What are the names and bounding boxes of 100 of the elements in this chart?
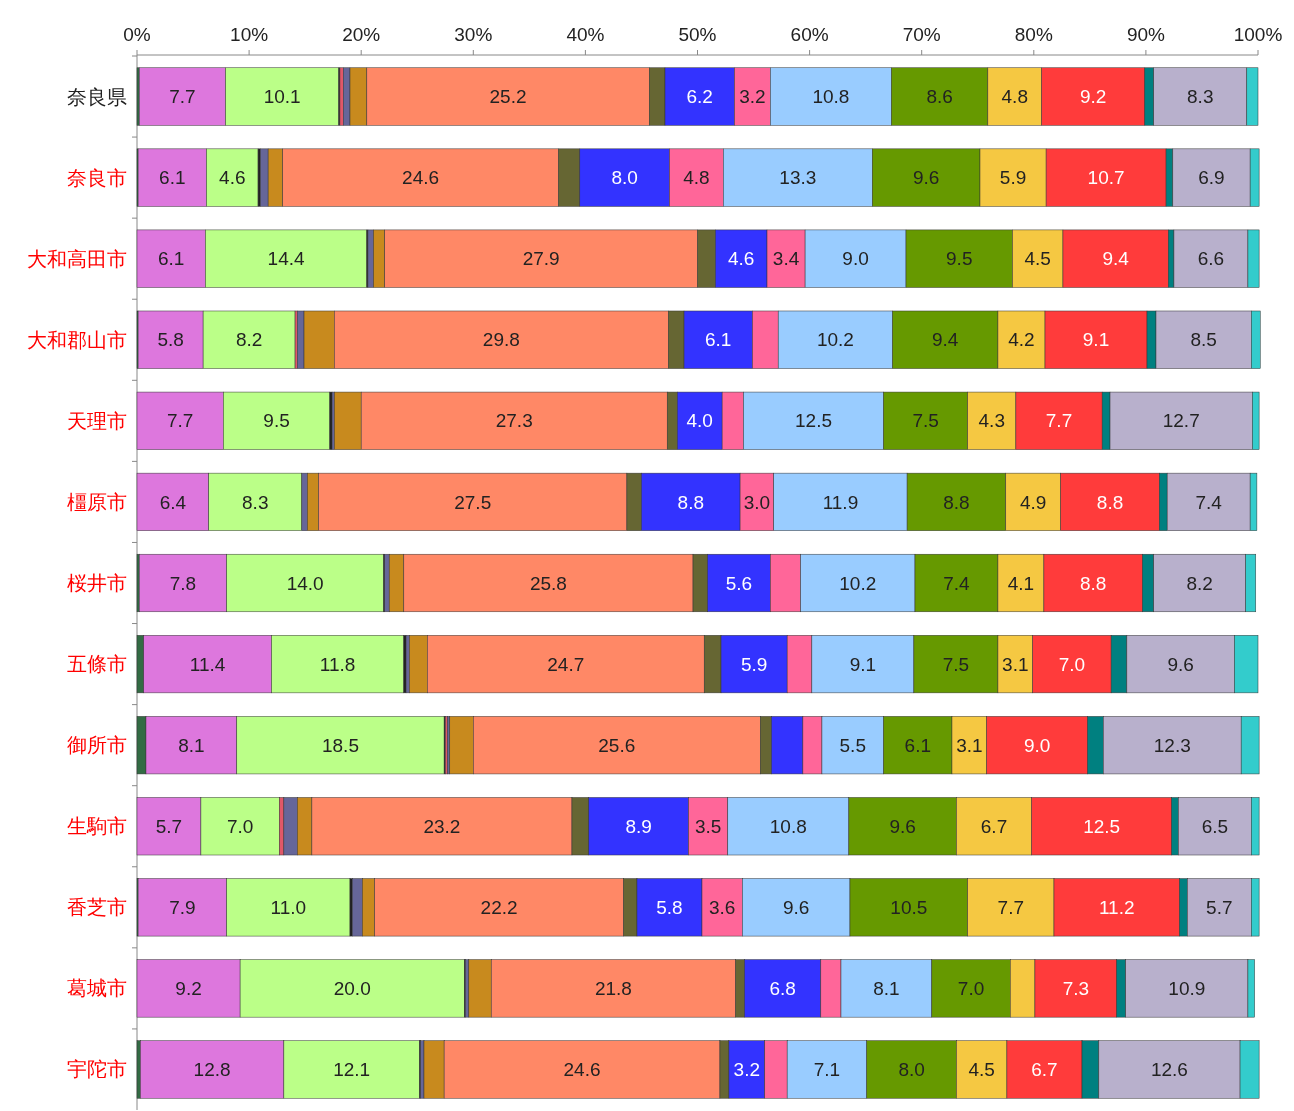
data-label: 25.6 xyxy=(598,734,636,756)
data-label: 10.8 xyxy=(769,815,807,837)
data-label: 9.1 xyxy=(1082,329,1110,351)
y-tick-label: 天理市 xyxy=(67,409,127,432)
data-label: 8.3 xyxy=(242,491,269,513)
data-label: 27.9 xyxy=(522,248,560,270)
data-label: 11.8 xyxy=(319,653,356,675)
data-label: 5.8 xyxy=(157,329,184,351)
x-tick-label: 70% xyxy=(902,24,941,45)
data-label: 9.0 xyxy=(1023,734,1051,756)
data-label: 12.5 xyxy=(795,410,833,432)
data-label: 6.1 xyxy=(157,248,185,270)
y-tick-label: 葛城市 xyxy=(67,977,127,1000)
data-label: 8.8 xyxy=(677,491,704,513)
data-label: 3.2 xyxy=(739,86,766,108)
data-label: 9.2 xyxy=(175,978,202,1000)
data-label: 8.3 xyxy=(1187,86,1214,108)
data-label: 4.9 xyxy=(1020,491,1047,513)
data-label: 10.1 xyxy=(263,86,301,108)
data-label: 8.6 xyxy=(926,86,953,108)
x-tick-label: 10% xyxy=(230,24,269,45)
data-label: 7.0 xyxy=(226,815,254,837)
y-tick-label: 五條市 xyxy=(67,653,127,676)
data-label: 4.8 xyxy=(1001,86,1028,108)
data-label: 9.5 xyxy=(263,410,290,432)
data-label: 12.3 xyxy=(1153,734,1191,756)
data-label: 7.8 xyxy=(169,572,197,594)
x-tick-label: 0% xyxy=(123,24,151,45)
y-tick-label: 大和郡山市 xyxy=(27,328,127,351)
data-label: 12.6 xyxy=(1150,1059,1188,1081)
data-label: 4.2 xyxy=(1008,329,1035,351)
data-label: 12.1 xyxy=(333,1059,371,1081)
data-label: 25.2 xyxy=(489,86,527,108)
data-label: 14.0 xyxy=(286,572,324,594)
data-label: 14.4 xyxy=(267,248,306,270)
data-label: 7.7 xyxy=(166,410,194,432)
data-label: 6.1 xyxy=(159,167,186,189)
data-label: 7.4 xyxy=(1195,491,1223,513)
data-label: 8.8 xyxy=(1080,572,1107,594)
data-label: 27.3 xyxy=(495,410,533,432)
data-label: 11.4 xyxy=(189,653,226,675)
data-label: 9.5 xyxy=(946,248,973,270)
data-label: 3.4 xyxy=(772,248,800,270)
y-tick-label: 奈良市 xyxy=(67,166,127,189)
data-label: 3.5 xyxy=(694,815,722,837)
data-label: 6.9 xyxy=(1198,167,1225,189)
data-label: 12.5 xyxy=(1083,815,1121,837)
y-tick-label: 御所市 xyxy=(67,734,127,757)
data-label: 9.6 xyxy=(889,815,916,837)
data-label: 4.3 xyxy=(978,410,1005,432)
data-label: 10.2 xyxy=(839,572,877,594)
x-tick-label: 60% xyxy=(790,24,829,45)
data-label: 3.1 xyxy=(1002,653,1029,675)
data-label: 7.0 xyxy=(1058,653,1086,675)
data-label: 8.8 xyxy=(943,491,970,513)
data-label: 9.6 xyxy=(782,896,810,918)
data-label: 10.5 xyxy=(890,896,928,918)
data-label: 9.4 xyxy=(932,329,959,351)
data-label: 7.3 xyxy=(1062,978,1090,1000)
data-label: 24.6 xyxy=(563,1059,601,1081)
data-label: 5.7 xyxy=(155,815,183,837)
data-label: 18.5 xyxy=(321,734,359,756)
data-label: 8.0 xyxy=(898,1059,925,1081)
x-tick-label: 100% xyxy=(1233,24,1283,45)
data-label: 9.6 xyxy=(1167,653,1194,675)
data-label: 9.4 xyxy=(1102,248,1130,270)
data-label: 24.6 xyxy=(402,167,440,189)
data-label: 6.1 xyxy=(705,329,732,351)
data-label: 3.6 xyxy=(708,896,736,918)
data-label: 6.7 xyxy=(980,815,1008,837)
data-label: 25.8 xyxy=(529,572,567,594)
data-label: 7.7 xyxy=(169,86,196,108)
data-label: 4.5 xyxy=(1024,248,1051,270)
data-label: 4.6 xyxy=(219,167,246,189)
data-label: 7.7 xyxy=(1045,410,1073,432)
y-tick-label: 橿原市 xyxy=(67,490,127,513)
data-label: 29.8 xyxy=(482,329,520,351)
data-label: 10.7 xyxy=(1087,167,1125,189)
data-label: 12.8 xyxy=(193,1059,231,1081)
data-label: 9.1 xyxy=(849,653,877,675)
data-label: 7.1 xyxy=(813,1059,841,1081)
data-label: 9.0 xyxy=(842,248,869,270)
y-tick-label: 大和高田市 xyxy=(27,247,127,270)
x-tick-label: 50% xyxy=(678,24,717,45)
y-tick-label: 生駒市 xyxy=(67,815,127,838)
data-label: 6.6 xyxy=(1197,248,1225,270)
data-label: 7.0 xyxy=(957,978,985,1000)
data-label: 5.9 xyxy=(740,653,768,675)
data-label: 6.7 xyxy=(1031,1059,1058,1081)
data-label: 3.1 xyxy=(956,734,983,756)
data-label: 10.9 xyxy=(1168,978,1206,1000)
y-tick-label: 宇陀市 xyxy=(67,1058,127,1081)
data-label: 3.0 xyxy=(743,491,771,513)
data-label: 8.5 xyxy=(1190,329,1217,351)
data-label: 5.7 xyxy=(1206,896,1233,918)
data-label: 8.8 xyxy=(1096,491,1124,513)
data-label: 5.8 xyxy=(656,896,683,918)
data-label: 10.2 xyxy=(816,329,854,351)
data-label: 6.2 xyxy=(686,86,713,108)
data-label: 9.2 xyxy=(1080,86,1107,108)
